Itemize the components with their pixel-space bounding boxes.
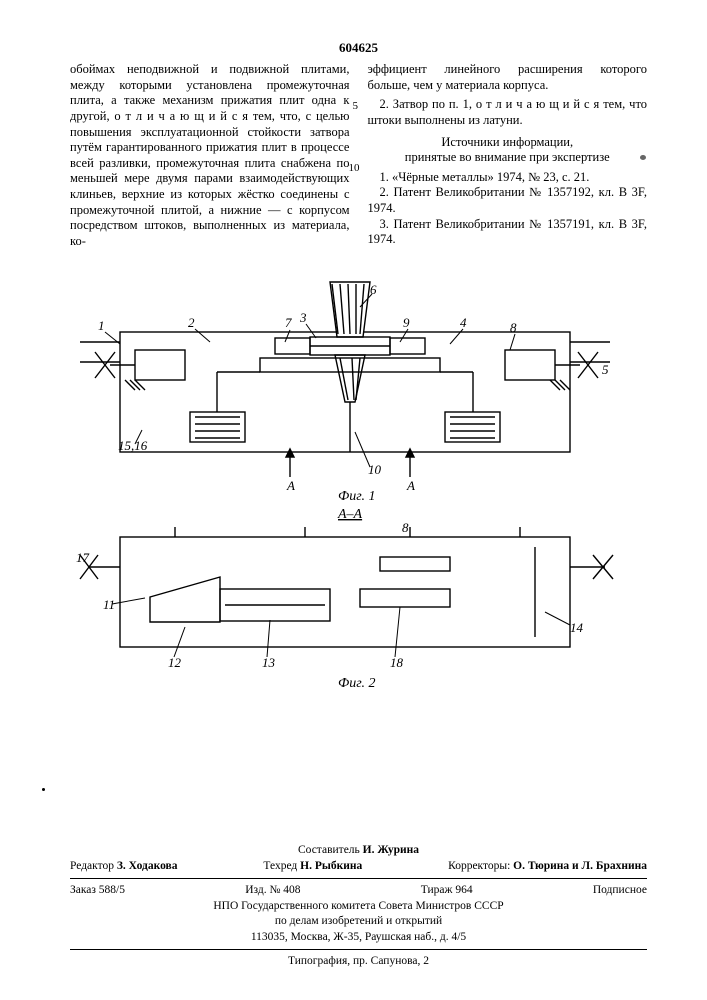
org-line-2: по делам изобретений и открытий [70,914,647,930]
print-run: Тираж 964 [421,883,473,899]
source-2: 2. Патент Великобритании № 1357192, кл. … [368,185,648,216]
section-A-label-right: А [406,478,415,493]
line-number-10: 10 [349,162,360,174]
figures-svg: 1 2 7 3 6 9 4 8 5 10 15,16 А А [70,272,630,702]
org-line-1: НПО Государственного комитета Совета Мин… [70,899,647,915]
source-1: 1. «Чёрные металлы» 1974, № 23, с. 21. [368,170,648,186]
section-A-left [286,449,294,477]
tech-name: Н. Рыбкина [300,860,362,872]
org-line-3: 113035, Москва, Ж-35, Раушская наб., д. … [70,930,647,946]
callout-5: 5 [602,362,609,377]
callout-2: 2 [188,315,195,330]
imprint-block: Составитель И. Журина Редактор З. Ходако… [70,843,647,970]
callout-14: 14 [570,620,584,635]
print-speck-1 [42,788,45,791]
line-number-5: 5 [353,100,359,112]
callout-10: 10 [368,462,382,477]
callout-7: 7 [285,315,292,330]
callout-15: 15,16 [118,438,148,453]
callout-12: 12 [168,655,182,670]
edition-number: Изд. № 408 [245,883,300,899]
editor-label: Редактор [70,860,114,872]
left-column-body: обоймах неподвижной и подвижной плитами,… [70,62,350,248]
callout-8: 8 [510,320,517,335]
fig1-label: Фиг. 1 [338,489,376,504]
compiler-name: И. Журина [363,844,419,856]
callout-9: 9 [403,315,410,330]
nozzle [310,282,390,402]
document-number: 604625 [70,40,647,56]
section-A-right [406,449,414,477]
tech-label: Техред [263,860,297,872]
figure-1 [80,282,610,477]
callout-17: 17 [76,550,90,565]
callout-3: 3 [299,310,307,325]
left-column: обоймах неподвижной и подвижной плитами,… [70,62,350,250]
patent-page: 5 6 604625 5 10 обоймах неподвижной и по… [0,0,707,1000]
two-column-text: обоймах неподвижной и подвижной плитами,… [70,62,647,250]
callout-11: 11 [103,597,115,612]
callout-4: 4 [460,315,467,330]
callout-1: 1 [98,318,105,333]
compiler-label: Составитель [298,844,360,856]
section-A-label-left: А [286,478,295,493]
fig2-label: Фиг. 2 [338,676,376,691]
right-actuator [440,350,598,442]
figures-block: 1 2 7 3 6 9 4 8 5 10 15,16 А А [70,272,647,702]
imprint-rule-2 [70,949,647,950]
typography-line: Типография, пр. Сапунова, 2 [70,954,647,970]
right-para-2: 2. Затвор по п. 1, о т л и ч а ю щ и й с… [368,97,648,128]
print-speck-2 [640,155,646,160]
right-para-1: эффициент линейного расширения которого … [368,62,648,93]
editor-name: З. Ходакова [117,860,178,872]
corr-names: О. Тюрина и Л. Брахнина [513,860,647,872]
callout-18: 18 [390,655,404,670]
right-column: эффициент линейного расширения которого … [368,62,648,250]
imprint-rule-1 [70,878,647,879]
corr-label: Корректоры: [448,860,510,872]
fig2-leaders [112,598,570,657]
sources-heading-2: принятые во внимание при экспертизе [368,150,648,166]
order-number: Заказ 588/5 [70,883,125,899]
callout-13: 13 [262,655,276,670]
callout-8b: 8 [402,520,409,535]
subscription: Подписное [593,883,647,899]
sources-heading-1: Источники информации, [368,135,648,151]
section-AA-label: A–A [337,507,363,522]
figure-2 [80,527,613,647]
source-3: 3. Патент Великобритании № 1357191, кл. … [368,217,648,248]
